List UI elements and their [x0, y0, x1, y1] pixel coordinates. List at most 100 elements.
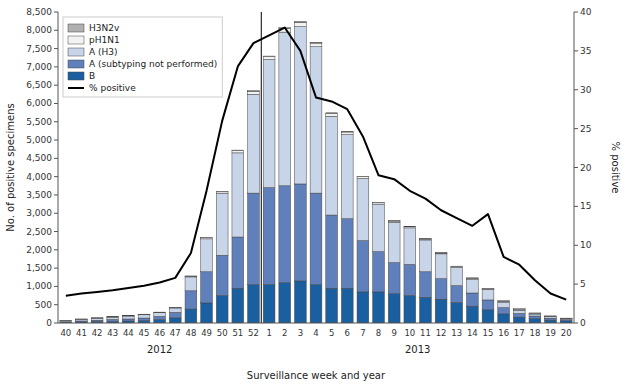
x-tick-label: 17	[514, 328, 525, 338]
bar	[310, 42, 322, 44]
x-tick-label: 20	[561, 328, 572, 338]
bar	[310, 193, 322, 284]
y-tick-label: 3,000	[26, 208, 52, 218]
bar	[295, 22, 307, 26]
bar	[169, 307, 181, 309]
bar	[185, 276, 197, 278]
axes: 05001,0001,5002,0002,5003,0003,5004,0004…	[26, 7, 591, 338]
bar	[295, 21, 307, 23]
legend-label: pH1N1	[89, 35, 120, 45]
bar	[388, 222, 400, 262]
bar	[326, 113, 338, 116]
bar	[482, 300, 494, 310]
bar	[201, 239, 213, 272]
bar	[404, 228, 416, 265]
bar	[154, 312, 166, 313]
y-tick-label: 4,000	[26, 172, 52, 182]
bar	[154, 313, 166, 317]
bar	[545, 315, 557, 317]
bar	[76, 319, 88, 321]
bar	[451, 303, 463, 323]
bar	[216, 192, 228, 193]
bar	[560, 318, 572, 319]
bar	[107, 316, 119, 317]
x-tick-label: 4	[313, 328, 318, 338]
bar	[107, 317, 119, 319]
bar	[232, 237, 244, 288]
y-tick-label: 5,000	[26, 135, 52, 145]
bar	[388, 294, 400, 323]
y-tick	[54, 323, 58, 324]
bar	[310, 285, 322, 323]
bar	[201, 272, 213, 303]
bar	[310, 43, 322, 47]
y2-tick	[574, 206, 578, 207]
y-tick	[54, 304, 58, 305]
bar	[513, 309, 525, 310]
bar	[357, 178, 369, 240]
bar	[91, 317, 103, 318]
bar	[498, 301, 510, 302]
bar	[467, 278, 479, 280]
chart: 2012201305001,0001,5002,0002,5003,0003,5…	[0, 0, 622, 387]
bar	[216, 296, 228, 323]
y2-axis-title: % positive	[610, 142, 621, 194]
bar	[169, 312, 181, 317]
bar	[123, 316, 135, 319]
bar	[467, 293, 479, 306]
bar	[232, 288, 244, 323]
x-axis-title: Surveillance week and year	[247, 370, 386, 381]
bar	[498, 308, 510, 314]
year-label: 2013	[405, 344, 430, 355]
legend: H3N2vpH1N1A (H3)A (subtyping not perform…	[63, 17, 222, 97]
bar	[498, 314, 510, 323]
bar	[123, 315, 135, 316]
y-tick	[54, 194, 58, 195]
legend-label: H3N2v	[89, 23, 120, 33]
bar	[216, 255, 228, 295]
x-tick-label: 49	[201, 328, 212, 338]
x-tick-label: 45	[139, 328, 150, 338]
bar	[451, 267, 463, 285]
bar	[388, 221, 400, 222]
y-tick-label: 500	[35, 300, 52, 310]
bar	[420, 238, 432, 239]
bar	[357, 177, 369, 179]
bar	[529, 316, 541, 319]
y-tick	[54, 140, 58, 141]
legend-swatch	[68, 24, 84, 32]
bar	[498, 301, 510, 302]
y-tick-label: 5,500	[26, 117, 52, 127]
bar	[560, 318, 572, 319]
bar	[326, 215, 338, 288]
x-tick-label: 18	[529, 328, 540, 338]
bar	[529, 319, 541, 323]
y2-tick	[574, 50, 578, 51]
bar	[169, 308, 181, 312]
y-tick	[54, 66, 58, 67]
legend-label: % positive	[89, 83, 136, 93]
bar	[91, 317, 103, 318]
bar	[341, 288, 353, 323]
y-tick-label: 7,000	[26, 62, 52, 72]
y-tick-label: 6,000	[26, 98, 52, 108]
bar	[467, 279, 479, 293]
y-tick-label: 6,500	[26, 80, 52, 90]
x-tick-label: 19	[545, 328, 556, 338]
bar	[310, 47, 322, 193]
x-tick-label: 7	[360, 328, 365, 338]
bar	[357, 176, 369, 177]
y-tick	[54, 12, 58, 13]
legend-swatch	[68, 36, 84, 44]
y-tick	[54, 103, 58, 104]
bar	[138, 314, 150, 315]
y-tick	[54, 213, 58, 214]
x-tick-label: 42	[92, 328, 103, 338]
bar	[373, 252, 385, 292]
y2-tick-label: 25	[580, 124, 591, 134]
legend-swatch	[68, 48, 84, 56]
legend-label: A (H3)	[89, 47, 118, 57]
bar	[373, 292, 385, 323]
bar	[529, 314, 541, 316]
y2-tick-label: 40	[580, 7, 592, 17]
